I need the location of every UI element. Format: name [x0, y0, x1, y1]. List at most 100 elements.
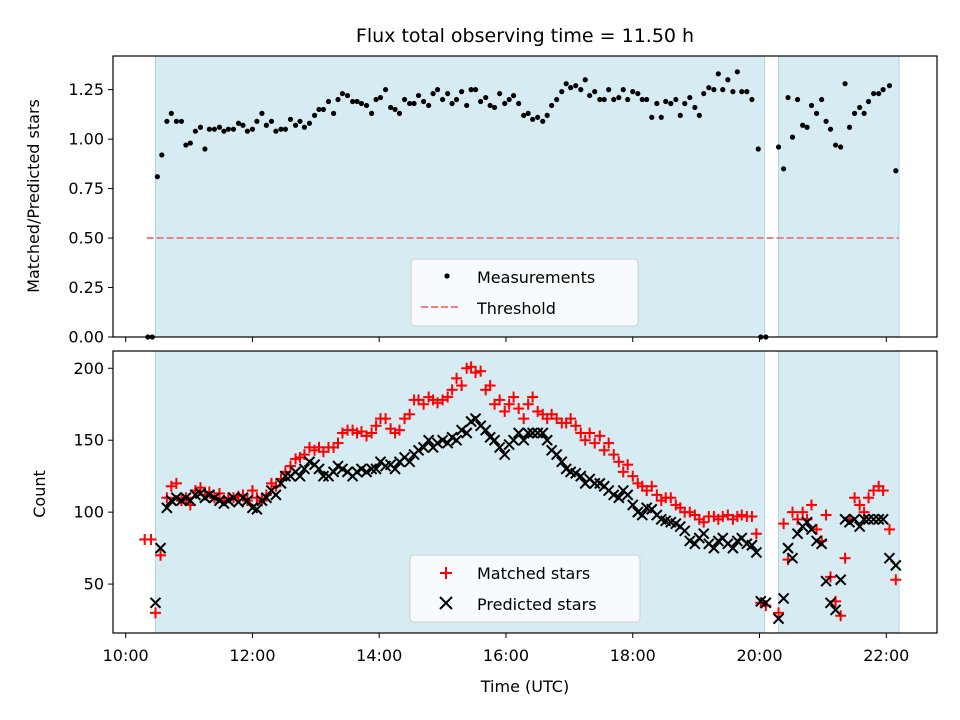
predicted-star-point: [450, 434, 463, 446]
predicted-star-point: [805, 523, 818, 536]
predicted-star-point: [417, 441, 430, 454]
measurement-point: [254, 118, 260, 124]
measurement-point: [654, 100, 660, 107]
measurement-point: [478, 98, 484, 105]
measurement-point: [630, 89, 636, 95]
predicted-star-point: [872, 513, 885, 526]
matched-star-point: [736, 509, 748, 521]
measurement-point: [865, 98, 872, 105]
measurement-point: [819, 96, 825, 103]
predicted-star-point: [862, 513, 875, 526]
predicted-star-point: [294, 470, 306, 482]
measurement-point: [407, 100, 413, 107]
measurement-point: [563, 81, 569, 87]
measurement-point: [749, 96, 755, 103]
measurement-point: [886, 83, 893, 89]
measurement-point: [325, 98, 332, 105]
measurement-point: [472, 87, 479, 93]
legend-measurements-label: Measurements: [477, 268, 595, 287]
measurement-point: [373, 96, 379, 103]
predicted-star-point: [890, 559, 902, 572]
predicted-star-point: [760, 597, 772, 609]
measurement-point: [789, 134, 796, 140]
measurement-point: [823, 118, 829, 124]
x-tick-label: 12:00: [229, 646, 275, 665]
matched-star-point: [646, 480, 658, 492]
measurement-point: [449, 100, 455, 107]
predicted-star-point: [848, 513, 861, 526]
matched-star-point: [877, 485, 889, 497]
measurement-point: [411, 100, 417, 107]
predicted-star-point: [507, 434, 520, 446]
measurement-point: [525, 110, 531, 116]
matched-star-point: [332, 437, 344, 449]
matched-star-point: [773, 607, 785, 619]
y-tick-label: 0.25: [68, 278, 104, 297]
measurement-point: [358, 100, 365, 107]
measurement-point: [744, 89, 750, 95]
predicted-star-point: [834, 574, 847, 586]
measurement-point: [687, 94, 693, 101]
measurement-point: [164, 118, 170, 124]
chart-title: Flux total observing time = 11.50 h: [356, 25, 694, 47]
predicted-star-point: [526, 427, 539, 439]
measurement-point: [354, 98, 360, 105]
predicted-star-point: [317, 470, 330, 482]
matched-star-point: [805, 499, 817, 511]
measurement-point: [339, 90, 346, 97]
predicted-star-point: [161, 502, 173, 514]
legend-predicted-marker: [439, 596, 453, 610]
predicted-star-point: [679, 525, 691, 537]
measurement-point: [530, 116, 536, 122]
predicted-star-point: [627, 499, 639, 511]
measurement-point: [658, 114, 664, 120]
matched-star-point: [589, 437, 601, 449]
measurement-point: [601, 96, 607, 103]
matched-star-point: [617, 466, 629, 478]
matched-star-point: [750, 528, 762, 540]
legend-matched-label: Matched stars: [477, 564, 590, 583]
matched-star-point: [170, 477, 182, 489]
predicted-star-point: [275, 477, 287, 490]
measurement-points: [145, 69, 899, 340]
observing-window-band: [778, 55, 900, 338]
predicted-star-point: [708, 542, 720, 554]
top-y-axis-label: Matched/Predicted stars: [24, 99, 43, 293]
measurement-point: [487, 102, 493, 109]
measurement-point: [775, 144, 782, 150]
y-tick-label: 0.75: [68, 179, 104, 198]
x-tick-label: 16:00: [483, 646, 529, 665]
matched-star-point: [890, 574, 902, 586]
measurement-point: [453, 96, 460, 103]
matched-star-point: [298, 449, 310, 461]
measurement-point: [861, 110, 867, 116]
matched-star-point: [513, 403, 525, 415]
measurement-point: [597, 96, 603, 103]
measurement-point: [540, 118, 546, 124]
predicted-star-point: [829, 604, 842, 616]
predicted-star-point: [820, 575, 832, 587]
measurement-point: [401, 96, 408, 103]
measurement-point: [673, 96, 679, 103]
axes-frame: [112, 350, 938, 634]
predicted-star-point: [727, 542, 739, 554]
measurement-point: [734, 69, 740, 75]
matched-star-point: [380, 413, 392, 425]
measurement-point: [483, 94, 489, 101]
measurement-point: [468, 87, 474, 93]
measurement-point: [871, 90, 877, 97]
measurement-point: [521, 112, 527, 118]
y-tick-label: 100: [73, 503, 104, 522]
matched-star-point: [835, 610, 847, 622]
measurement-point: [396, 110, 403, 116]
matched-star-point: [849, 492, 861, 504]
matched-star-point: [651, 489, 663, 501]
measurement-point: [221, 128, 227, 134]
predicted-star-point: [782, 542, 794, 554]
x-tick-label: 20:00: [736, 646, 782, 665]
legend-measurements-marker: [444, 273, 450, 279]
measurement-point: [606, 87, 612, 93]
measurement-point: [178, 118, 185, 124]
measurement-point: [388, 104, 394, 111]
